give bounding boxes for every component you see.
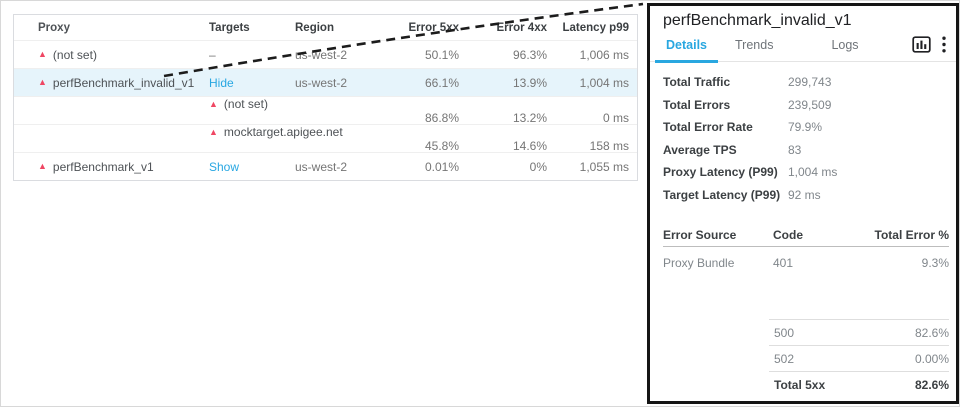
proxy-table: Proxy Targets Region Error 5xx Error 4xx… xyxy=(13,14,638,181)
error-row-total-5xx: Total 5xx 82.6% xyxy=(769,371,949,397)
tab-details[interactable]: Details xyxy=(655,38,718,63)
bar-chart-icon[interactable] xyxy=(912,36,931,53)
error-row-502: 502 0.00% xyxy=(769,345,949,371)
metric-total-error-rate: Total Error Rate 79.9% xyxy=(663,121,956,144)
tab-bar: Details Trends Logs xyxy=(650,31,956,63)
column-header-error-4xx: Error 4xx xyxy=(496,21,547,34)
error-pct-value: 0.00% xyxy=(914,351,949,366)
warning-triangle-icon: ▲ xyxy=(38,161,47,171)
metrics-list: Total Traffic 299,743 Total Errors 239,5… xyxy=(650,62,956,211)
metric-label: Target Latency (P99) xyxy=(663,187,781,202)
error-5xx-cell: 50.1% xyxy=(424,47,459,62)
error-4xx-cell: 13.9% xyxy=(512,75,547,90)
error-5xx-cell: 0.01% xyxy=(424,159,459,174)
error-pct-value: 82.6% xyxy=(914,325,949,340)
metric-value: 79.9% xyxy=(788,120,823,134)
metric-total-traffic: Total Traffic 299,743 xyxy=(663,76,956,99)
error-row-proxy-bundle-401: Proxy Bundle 401 9.3% xyxy=(663,247,949,270)
show-targets-link[interactable]: Show xyxy=(209,159,240,174)
header-code: Code xyxy=(773,228,803,242)
metric-label: Proxy Latency (P99) xyxy=(663,165,778,179)
error-4xx-cell: 0% xyxy=(529,159,547,174)
error-table-5xx-rows: 500 82.6% 502 0.00% Total 5xx 82.6% xyxy=(769,319,949,397)
latency-cell: 1,055 ms xyxy=(579,159,629,174)
metric-label: Total Errors xyxy=(663,97,731,112)
metric-label: Total Traffic xyxy=(663,75,731,89)
table-row-perfbenchmark-v1[interactable]: ▲ perfBenchmark_v1 Show us-west-2 0.01% … xyxy=(14,152,637,180)
column-header-latency-p99: Latency p99 xyxy=(562,21,629,34)
column-header-region: Region xyxy=(295,21,334,34)
metric-value: 92 ms xyxy=(788,187,821,202)
error-5xx-cell: 86.8% xyxy=(424,111,459,125)
error-code-value: Total 5xx xyxy=(774,377,826,392)
latency-cell: 158 ms xyxy=(589,139,629,153)
column-header-error-5xx: Error 5xx xyxy=(408,21,459,34)
error-code-value: 502 xyxy=(774,351,795,366)
proxy-name: (not set) xyxy=(52,47,97,62)
error-5xx-cell: 45.8% xyxy=(424,139,459,153)
warning-triangle-icon: ▲ xyxy=(38,49,47,59)
metric-value: 1,004 ms xyxy=(788,165,838,179)
warning-triangle-icon: ▲ xyxy=(38,77,47,87)
metric-proxy-latency: Proxy Latency (P99) 1,004 ms xyxy=(663,166,956,189)
proxy-table-header: Proxy Targets Region Error 5xx Error 4xx… xyxy=(14,15,637,40)
latency-cell: 1,006 ms xyxy=(579,47,629,62)
table-row-not-set[interactable]: ▲ (not set) – us-west-2 50.1% 96.3% 1,00… xyxy=(14,40,637,68)
error-source-value: Proxy Bundle xyxy=(663,256,735,270)
table-row-target-mocktarget[interactable]: ▲ mocktarget.apigee.net 45.8% 14.6% 158 … xyxy=(14,124,637,153)
kebab-menu-icon[interactable] xyxy=(942,36,946,53)
error-code-value: 500 xyxy=(774,325,795,340)
error-5xx-cell: 66.1% xyxy=(424,75,459,90)
proxy-name: perfBenchmark_v1 xyxy=(52,159,154,174)
panel-title: perfBenchmark_invalid_v1 xyxy=(663,12,852,29)
error-4xx-cell: 14.6% xyxy=(512,139,547,153)
target-name: (not set) xyxy=(223,97,268,111)
error-code-value: 401 xyxy=(773,256,794,270)
proxy-name: perfBenchmark_invalid_v1 xyxy=(52,75,195,90)
metric-label: Average TPS xyxy=(663,142,737,157)
tab-logs[interactable]: Logs xyxy=(831,38,859,52)
warning-triangle-icon: ▲ xyxy=(209,126,218,137)
table-row-perfbenchmark-invalid-v1[interactable]: ▲ perfBenchmark_invalid_v1 Hide us-west-… xyxy=(14,68,637,96)
header-error-source: Error Source xyxy=(663,228,737,242)
region-cell: us-west-2 xyxy=(295,159,348,174)
region-cell: us-west-2 xyxy=(295,75,348,90)
warning-triangle-icon: ▲ xyxy=(209,98,218,109)
error-row-500: 500 82.6% xyxy=(769,319,949,345)
metric-total-errors: Total Errors 239,509 xyxy=(663,97,956,122)
error-pct-value: 9.3% xyxy=(921,256,949,270)
error-source-table: Error Source Code Total Error % Proxy Bu… xyxy=(650,228,956,270)
metric-value: 299,743 xyxy=(788,75,832,89)
header-total-error-pct: Total Error % xyxy=(874,228,949,242)
target-name: mocktarget.apigee.net xyxy=(223,125,343,139)
table-row-target-not-set[interactable]: ▲ (not set) 86.8% 13.2% 0 ms xyxy=(14,96,637,125)
metric-value: 239,509 xyxy=(788,97,832,112)
latency-cell: 0 ms xyxy=(602,111,629,125)
latency-cell: 1,004 ms xyxy=(579,75,629,90)
error-pct-value: 82.6% xyxy=(914,377,949,392)
metric-label: Total Error Rate xyxy=(663,120,753,134)
error-table-header: Error Source Code Total Error % xyxy=(663,228,949,247)
metric-target-latency: Target Latency (P99) 92 ms xyxy=(663,187,956,212)
hide-targets-link[interactable]: Hide xyxy=(209,75,234,90)
metric-average-tps: Average TPS 83 xyxy=(663,142,956,167)
column-header-targets: Targets xyxy=(209,21,250,34)
tab-trends[interactable]: Trends xyxy=(735,38,774,52)
detail-panel: perfBenchmark_invalid_v1 Details Trends … xyxy=(647,3,959,404)
region-cell: us-west-2 xyxy=(295,47,348,62)
error-4xx-cell: 13.2% xyxy=(512,111,547,125)
column-header-proxy: Proxy xyxy=(38,21,70,34)
metric-value: 83 xyxy=(788,142,802,157)
targets-cell: – xyxy=(209,47,216,62)
error-4xx-cell: 96.3% xyxy=(512,47,547,62)
